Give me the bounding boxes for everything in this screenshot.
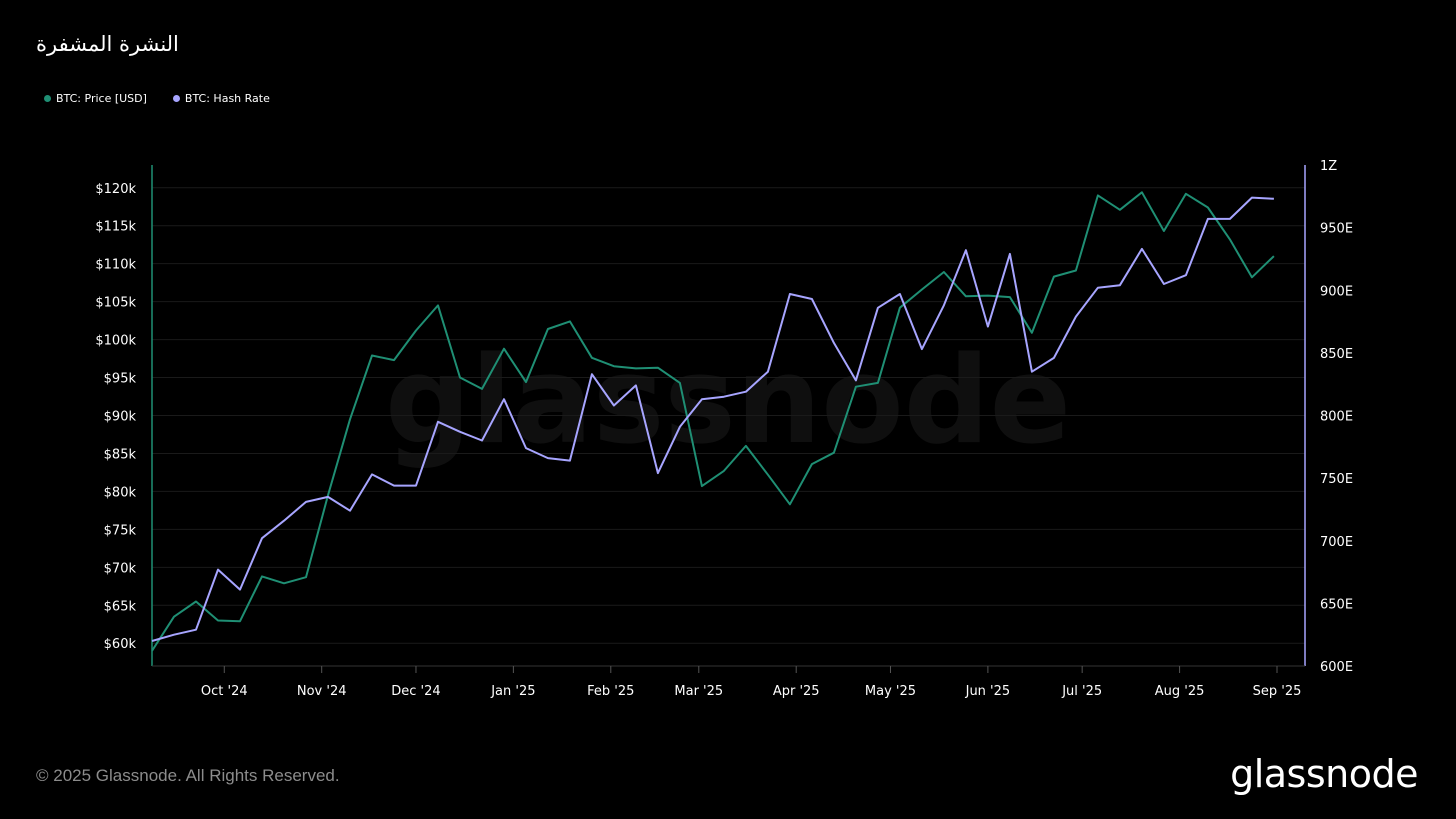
x-tick-label: Dec '24 [391, 684, 440, 699]
x-tick-label: Oct '24 [201, 684, 248, 699]
y-right-tick-label: 650E [1320, 597, 1353, 612]
axes [151, 165, 1306, 667]
y-axis-right-ticks: 600E 650E 700E 750E 800E 850E 900E 950E 1Z [1320, 159, 1353, 675]
y-left-tick-label: $90k [104, 410, 137, 425]
y-right-tick-label: 850E [1320, 347, 1353, 362]
y-left-tick-label: $115k [95, 220, 136, 235]
y-left-tick-label: $85k [104, 447, 137, 462]
legend-label-price: BTC: Price [USD] [56, 92, 147, 105]
y-right-tick-label: 700E [1320, 535, 1353, 550]
x-tick-label: Aug '25 [1155, 684, 1205, 699]
y-left-tick-label: $100k [95, 334, 136, 349]
copyright-text: © 2025 Glassnode. All Rights Reserved. [36, 766, 340, 785]
y-right-tick-label: 1Z [1320, 159, 1337, 174]
x-tick-label: Apr '25 [773, 684, 820, 699]
y-left-tick-label: $80k [104, 485, 137, 500]
x-tick-label: Jan '25 [490, 684, 535, 699]
y-left-tick-label: $75k [104, 523, 137, 538]
y-left-tick-label: $70k [104, 561, 137, 576]
legend-item-price[interactable]: BTC: Price [USD] [44, 92, 147, 105]
y-axis-left-ticks: $60k $65k $70k $75k $80k $85k $90k $95k $100k $10… [95, 182, 136, 652]
y-right-tick-label: 750E [1320, 472, 1353, 487]
chart-legend: BTC: Price [USD] BTC: Hash Rate [44, 92, 270, 105]
series-line-hash-rate[interactable] [151, 196, 1274, 642]
watermark: glassnode [385, 332, 1071, 471]
series-line-price[interactable] [151, 191, 1275, 652]
y-right-tick-label: 950E [1320, 222, 1353, 237]
y-left-tick-label: $60k [104, 637, 137, 652]
y-left-tick-label: $65k [104, 599, 137, 614]
x-tick-label: Mar '25 [674, 684, 723, 699]
y-right-tick-label: 600E [1320, 660, 1353, 675]
y-right-tick-label: 900E [1320, 284, 1353, 299]
x-axis-ticks: Oct '24 Nov '24 Dec '24 Jan '25 Feb '25 Mar '… [201, 666, 1301, 699]
y-left-tick-label: $110k [95, 258, 136, 273]
y-left-tick-label: $120k [95, 182, 136, 197]
legend-dot-hash-rate [172, 95, 180, 102]
x-tick-label: May '25 [865, 684, 916, 699]
x-tick-label: Sep '25 [1253, 684, 1302, 699]
legend-label-hash-rate: BTC: Hash Rate [184, 92, 270, 105]
chart-title: النشرة المشفرة [36, 32, 179, 56]
y-left-tick-label: $95k [104, 372, 137, 387]
glassnode-logo: glassnode [1230, 752, 1418, 796]
y-right-tick-label: 800E [1320, 410, 1353, 425]
x-tick-label: Jun '25 [965, 684, 1011, 699]
x-tick-label: Jul '25 [1061, 684, 1102, 699]
y-left-tick-label: $105k [95, 296, 136, 311]
gridlines [152, 187, 1305, 644]
legend-dot-price [44, 95, 51, 102]
series-lines [151, 191, 1275, 652]
x-tick-label: Feb '25 [587, 684, 634, 699]
x-tick-label: Nov '24 [297, 684, 347, 699]
legend-item-hash-rate[interactable]: BTC: Hash Rate [172, 92, 270, 105]
